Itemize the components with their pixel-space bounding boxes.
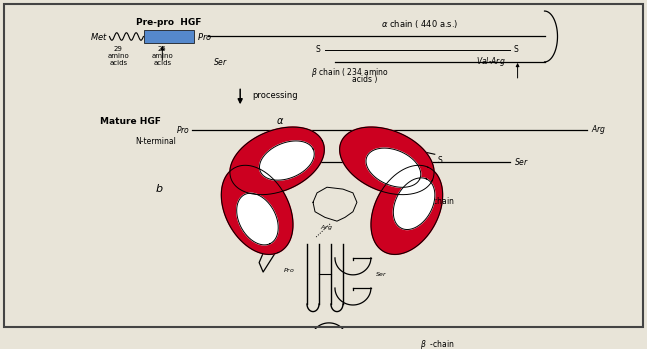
Text: $\beta$ chain ( 234 amino: $\beta$ chain ( 234 amino — [311, 66, 389, 79]
Polygon shape — [259, 141, 314, 180]
Polygon shape — [366, 148, 421, 187]
Text: $\alpha$: $\alpha$ — [276, 116, 284, 126]
Text: S: S — [514, 45, 518, 54]
Text: b: b — [155, 184, 162, 194]
Text: $\bf{\beta}$: $\bf{\beta}$ — [380, 165, 389, 180]
Text: processing: processing — [252, 91, 298, 101]
Text: $\it{Val}$: $\it{Val}$ — [263, 236, 275, 244]
Text: Mature HGF: Mature HGF — [100, 117, 161, 126]
Text: $\it{Pro}$: $\it{Pro}$ — [283, 266, 295, 274]
Text: S: S — [438, 156, 443, 165]
Bar — [144, 30, 194, 43]
Text: $\it{Val}$: $\it{Val}$ — [241, 156, 255, 167]
Text: $\it{Ser}$: $\it{Ser}$ — [375, 270, 388, 278]
Text: $\it{Ser}$: $\it{Ser}$ — [514, 156, 529, 167]
Text: S: S — [315, 45, 320, 54]
Text: N-terminal: N-terminal — [135, 137, 176, 146]
Text: $\it{Met}$: $\it{Met}$ — [89, 31, 107, 42]
Text: Pre-pro  HGF: Pre-pro HGF — [136, 18, 201, 27]
Polygon shape — [313, 187, 357, 221]
Text: $\it{Ser}$: $\it{Ser}$ — [213, 57, 228, 67]
Text: acids ): acids ) — [352, 75, 378, 84]
Polygon shape — [221, 165, 293, 254]
Text: $\alpha$  -chain: $\alpha$ -chain — [420, 195, 454, 206]
Text: $\alpha$ chain ( 440 a.s.): $\alpha$ chain ( 440 a.s.) — [381, 18, 459, 30]
Text: S: S — [391, 142, 396, 151]
Polygon shape — [237, 193, 278, 245]
Text: $\it{Val}$-$\it{Arg}$: $\it{Val}$-$\it{Arg}$ — [476, 55, 505, 68]
Text: $\it{Pro}$: $\it{Pro}$ — [197, 31, 212, 42]
Text: 25
amino
acids: 25 amino acids — [151, 46, 173, 66]
Text: 29
amino
acids: 29 amino acids — [107, 46, 129, 66]
Polygon shape — [230, 127, 324, 195]
Text: $\it{Arg}$: $\it{Arg}$ — [591, 123, 607, 136]
Polygon shape — [393, 178, 435, 230]
Polygon shape — [340, 127, 434, 195]
Text: $\it{Arg}$: $\it{Arg}$ — [320, 223, 333, 232]
Text: $\beta$  -chain: $\beta$ -chain — [420, 338, 454, 349]
Polygon shape — [371, 165, 443, 254]
Text: $\it{Pro}$: $\it{Pro}$ — [176, 124, 190, 135]
